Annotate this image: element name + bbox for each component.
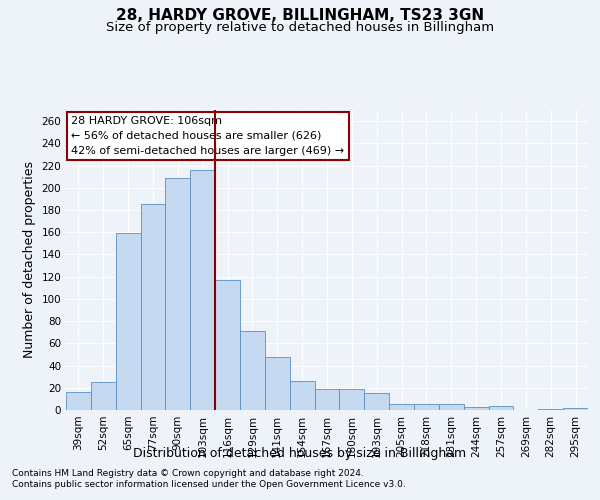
Bar <box>464 406 488 410</box>
Y-axis label: Number of detached properties: Number of detached properties <box>23 162 36 358</box>
Bar <box>340 389 364 410</box>
Bar <box>240 331 265 410</box>
Text: Contains HM Land Registry data © Crown copyright and database right 2024.: Contains HM Land Registry data © Crown c… <box>12 469 364 478</box>
Bar <box>91 382 116 410</box>
Bar <box>140 204 166 410</box>
Bar <box>215 280 240 410</box>
Bar <box>265 356 290 410</box>
Bar <box>66 392 91 410</box>
Text: 28 HARDY GROVE: 106sqm
← 56% of detached houses are smaller (626)
42% of semi-de: 28 HARDY GROVE: 106sqm ← 56% of detached… <box>71 116 344 156</box>
Text: Contains public sector information licensed under the Open Government Licence v3: Contains public sector information licen… <box>12 480 406 489</box>
Bar <box>314 389 340 410</box>
Bar <box>538 409 563 410</box>
Bar <box>290 381 314 410</box>
Bar <box>166 178 190 410</box>
Bar <box>364 394 389 410</box>
Text: Size of property relative to detached houses in Billingham: Size of property relative to detached ho… <box>106 22 494 35</box>
Text: Distribution of detached houses by size in Billingham: Distribution of detached houses by size … <box>133 448 467 460</box>
Text: 28, HARDY GROVE, BILLINGHAM, TS23 3GN: 28, HARDY GROVE, BILLINGHAM, TS23 3GN <box>116 8 484 22</box>
Bar <box>439 404 464 410</box>
Bar <box>414 404 439 410</box>
Bar <box>488 406 514 410</box>
Bar <box>116 234 140 410</box>
Bar <box>563 408 588 410</box>
Bar <box>190 170 215 410</box>
Bar <box>389 404 414 410</box>
